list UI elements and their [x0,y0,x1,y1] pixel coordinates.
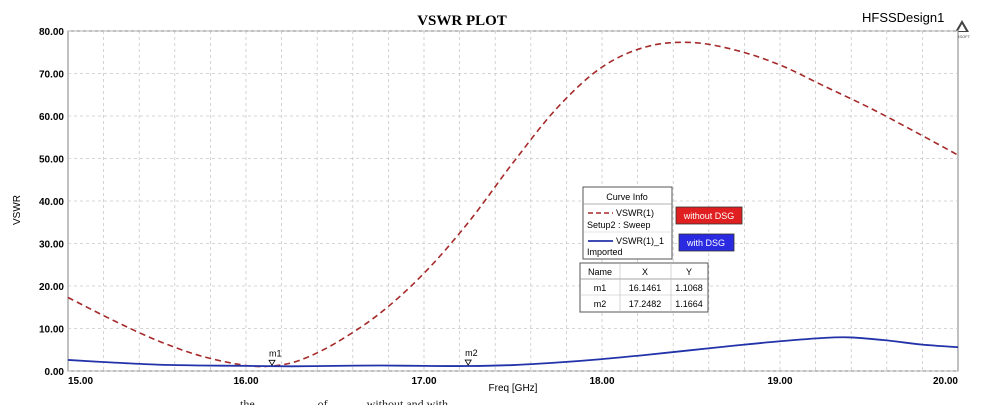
chart-title: VSWR PLOT [417,13,507,29]
legend-series-1-name: VSWR(1) [616,208,654,218]
y-tick-label: 60.00 [39,112,64,123]
marker-m1-label: m1 [269,348,282,358]
x-tick-label: 17.00 [411,376,436,387]
legend-entry-with-dsg[interactable]: VSWR(1)_1 Imported [587,236,664,257]
legend-series-2-name: VSWR(1)_1 [616,236,664,246]
marker-table[interactable]: Name X Y m1 16.1461 1.1068 m2 17.2482 1.… [579,262,709,313]
figure-caption: the ... ... ... ... ... of ... ... ... w… [240,397,460,405]
ansoft-logo-icon: ANSOFT [954,20,971,39]
axis-ticks: 0.00 10.00 20.00 30.00 40.00 50.00 60.00 70.00 8… [39,27,958,387]
design-name: HFSSDesign1 [862,10,944,25]
y-tick-label: 10.00 [39,325,64,336]
y-tick-label: 50.00 [39,155,64,166]
table-cell: 16.1461 [629,283,662,293]
x-tick-label: 19.00 [767,376,792,387]
legend-series-2-source: Imported [587,247,623,257]
legend-series-1-source: Setup2 : Sweep [587,220,651,230]
y-tick-label: 20.00 [39,282,64,293]
x-tick-label: 18.00 [589,376,614,387]
table-cell: 1.1664 [675,299,703,309]
table-header-x: X [642,267,648,277]
marker-m2-icon[interactable] [464,359,472,366]
y-axis-label: VSWR [12,195,23,225]
logo-text: ANSOFT [954,34,971,39]
legend-title: Curve Info [606,192,648,202]
marker-m1-icon[interactable] [268,359,276,367]
table-cell: 17.2482 [629,299,662,309]
table-header-y: Y [686,267,692,277]
table-row: m1 16.1461 1.1068 [594,283,703,293]
y-tick-label: 30.00 [39,240,64,251]
tag-without-dsg-label: without DSG [683,211,735,221]
tag-with-dsg-label: with DSG [686,238,725,248]
table-header-name: Name [588,267,612,277]
curve-info-legend[interactable]: Curve Info VSWR(1) Setup2 : Sweep VSWR(1… [582,186,673,260]
table-cell: m1 [594,283,607,293]
marker-m2-label: m2 [465,348,478,358]
tag-with-dsg: with DSG [678,233,735,252]
tag-without-dsg: without DSG [675,206,743,225]
table-cell: 1.1068 [675,283,703,293]
x-tick-label: 16.00 [233,376,258,387]
x-tick-label: 15.00 [68,376,93,387]
y-tick-label: 80.00 [39,27,64,38]
grid-lines [68,30,958,372]
series-lines [67,41,959,368]
series-line-2 [67,336,959,368]
x-tick-label: 20.00 [933,376,958,387]
legend-entry-without-dsg[interactable]: VSWR(1) Setup2 : Sweep [587,208,654,230]
y-tick-label: 70.00 [39,70,64,81]
series-line-1 [67,41,959,368]
table-cell: m2 [594,299,607,309]
table-row: m2 17.2482 1.1664 [594,299,703,309]
x-axis-label: Freq [GHz] [489,383,538,394]
markers: m1 m2 [268,348,478,367]
y-tick-label: 40.00 [39,197,64,208]
y-tick-label: 0.00 [45,367,65,378]
